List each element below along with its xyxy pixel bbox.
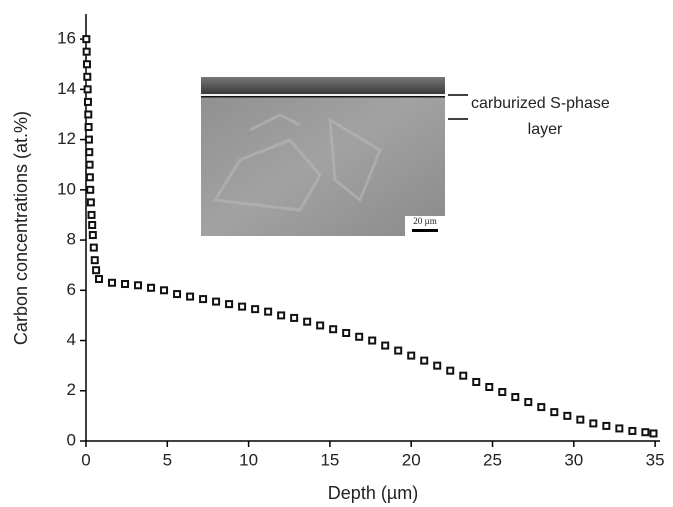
marker: [564, 413, 570, 419]
marker: [87, 162, 93, 168]
marker: [85, 99, 91, 105]
marker: [84, 74, 90, 80]
y-tick-label: 8: [67, 230, 76, 249]
inset-image: [201, 77, 445, 236]
marker: [87, 187, 93, 193]
y-tick-label: 2: [67, 380, 76, 399]
marker: [92, 257, 98, 263]
chart: carburized S-phase layer 20 µm Depth (µm…: [0, 0, 673, 507]
annotation: layer: [528, 121, 563, 138]
y-tick-label: 14: [57, 79, 76, 98]
marker: [187, 294, 193, 300]
marker: [135, 282, 141, 288]
marker: [89, 212, 95, 218]
x-tick-label: 5: [163, 450, 172, 469]
y-tick-label: 16: [57, 29, 76, 48]
marker: [86, 137, 92, 143]
marker: [85, 111, 91, 117]
x-tick-label: 0: [81, 450, 90, 469]
marker: [538, 404, 544, 410]
marker: [278, 312, 284, 318]
marker: [395, 348, 401, 354]
x-tick-label: 25: [483, 450, 502, 469]
marker: [93, 267, 99, 273]
marker: [252, 306, 258, 312]
marker: [590, 420, 596, 426]
marker: [525, 399, 531, 405]
marker: [369, 338, 375, 344]
marker: [213, 299, 219, 305]
scale-bar-label: 20 µm: [413, 216, 436, 226]
marker: [343, 330, 349, 336]
marker: [174, 291, 180, 297]
marker: [408, 353, 414, 359]
marker: [551, 409, 557, 415]
marker: [447, 368, 453, 374]
y-axis-title: Carbon concentrations (at.%): [11, 111, 31, 345]
marker: [460, 373, 466, 379]
x-tick-label: 15: [320, 450, 339, 469]
marker: [83, 36, 89, 42]
marker: [148, 285, 154, 291]
marker: [109, 280, 115, 286]
marker: [84, 49, 90, 55]
x-tick-label: 10: [239, 450, 258, 469]
x-tick-label: 35: [646, 450, 665, 469]
x-tick-label: 20: [402, 450, 421, 469]
marker: [356, 334, 362, 340]
x-tick-label: 30: [564, 450, 583, 469]
marker: [86, 149, 92, 155]
marker: [512, 394, 518, 400]
marker: [603, 423, 609, 429]
marker: [642, 429, 648, 435]
y-tick-label: 10: [57, 179, 76, 198]
marker: [90, 232, 96, 238]
marker: [382, 343, 388, 349]
marker: [239, 304, 245, 310]
marker: [317, 322, 323, 328]
marker: [91, 245, 97, 251]
marker: [87, 174, 93, 180]
marker: [85, 86, 91, 92]
marker: [161, 287, 167, 293]
marker: [629, 428, 635, 434]
marker: [88, 199, 94, 205]
marker: [421, 358, 427, 364]
marker: [84, 61, 90, 67]
marker: [499, 389, 505, 395]
y-tick-label: 6: [67, 280, 76, 299]
y-tick-label: 12: [57, 129, 76, 148]
marker: [473, 379, 479, 385]
marker: [616, 425, 622, 431]
annotation: carburized S-phase: [471, 95, 610, 112]
marker: [486, 384, 492, 390]
marker: [577, 417, 583, 423]
y-tick-label: 4: [67, 330, 76, 349]
marker: [89, 222, 95, 228]
marker: [330, 326, 336, 332]
marker: [86, 124, 92, 130]
y-tick-label: 0: [67, 430, 76, 449]
marker: [96, 276, 102, 282]
marker: [200, 296, 206, 302]
marker: [265, 309, 271, 315]
marker: [291, 315, 297, 321]
marker: [226, 301, 232, 307]
marker: [434, 363, 440, 369]
marker: [122, 281, 128, 287]
x-axis-title: Depth (µm): [328, 483, 418, 503]
marker: [304, 319, 310, 325]
marker: [650, 430, 656, 436]
